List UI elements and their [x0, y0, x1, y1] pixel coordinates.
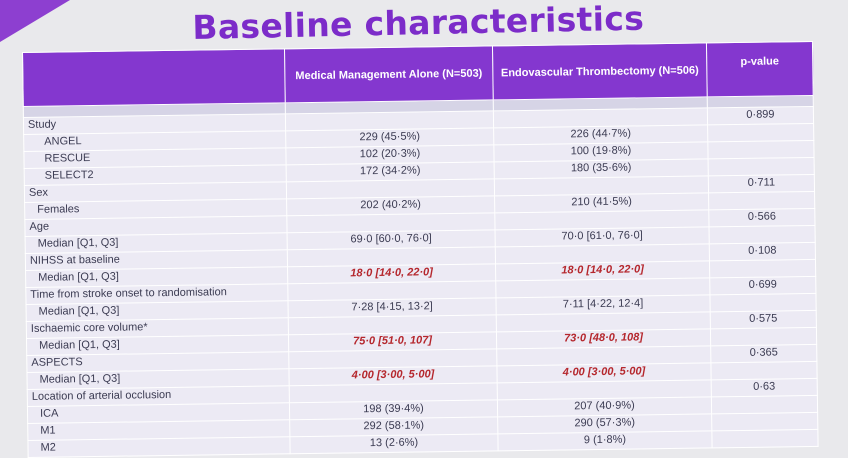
- p-value-cell: 0·63: [711, 378, 818, 397]
- evt-value: 9 (1·8%): [497, 430, 713, 451]
- p-value-cell: 0·575: [710, 310, 817, 329]
- p-value-cell: 0·365: [710, 344, 817, 363]
- header-endovascular-thrombectomy: Endovascular Thrombectomy (N=506): [492, 42, 708, 100]
- header-blank-cell: [22, 48, 286, 107]
- p-value-cell: 0·699: [709, 276, 816, 295]
- baseline-table: Medical Management Alone (N=503) Endovas…: [22, 41, 819, 458]
- p-value-cell: 0·566: [708, 208, 815, 227]
- p-value-cell: 0·711: [708, 174, 815, 193]
- p-value-cell: 0·108: [709, 242, 816, 261]
- corner-decoration: [0, 0, 70, 42]
- p-value-cell: 0·899: [707, 106, 814, 125]
- slide-title: Baseline characteristics: [192, 0, 645, 47]
- row-label: M2: [27, 436, 291, 458]
- header-p-value: p-value: [706, 41, 814, 97]
- header-medical-management: Medical Management Alone (N=503): [284, 45, 494, 103]
- baseline-table-container: Medical Management Alone (N=503) Endovas…: [22, 41, 819, 458]
